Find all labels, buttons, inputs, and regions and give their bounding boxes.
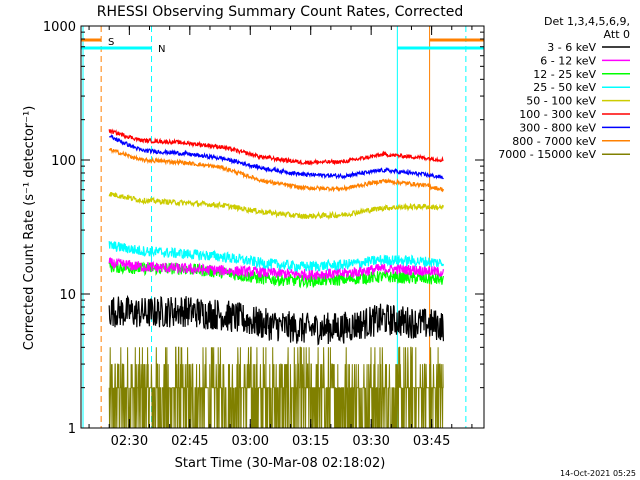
series-line-300-800-kev (109, 134, 444, 181)
legend-label-6-12-kev: 6 - 12 keV (540, 54, 596, 67)
series-line-3-6-kev (108, 294, 444, 346)
series-line-50-100-kev (108, 192, 444, 221)
legend-label-25-50-kev: 25 - 50 keV (533, 81, 596, 94)
attenuator-markers (81, 26, 484, 428)
series-layer (108, 128, 444, 428)
legend-header-line-1: Det 1,3,4,5,6,9, (544, 15, 630, 28)
y-tick-label: 1 (68, 422, 76, 437)
legend-header-line-2: Att 0 (604, 28, 630, 41)
legend-label-12-25-kev: 12 - 25 keV (533, 68, 596, 81)
x-tick-label: 03:30 (352, 434, 389, 449)
chart-title: RHESSI Observing Summary Count Rates, Co… (97, 4, 463, 20)
legend-label-7000-15000-kev: 7000 - 15000 keV (498, 148, 596, 161)
series-line-800-7000-kev (108, 147, 444, 193)
x-tick-label: 02:45 (171, 434, 208, 449)
legend-label-100-300-kev: 100 - 300 keV (519, 108, 596, 121)
y-axis-title: Corrected Count Rate (s⁻¹ detector⁻¹) (22, 106, 37, 351)
x-tick-label: 03:45 (413, 434, 450, 449)
legend-label-800-7000-kev: 800 - 7000 keV (512, 135, 596, 148)
series-line-25-50-kev (108, 241, 444, 274)
x-tick-label: 03:00 (232, 434, 269, 449)
y-tick-label: 100 (51, 154, 76, 169)
legend-label-50-100-kev: 50 - 100 keV (526, 95, 596, 108)
legend-label-3-6-kev: 3 - 6 keV (547, 41, 596, 54)
y-tick-label: 10 (59, 288, 76, 303)
x-axis-title: Start Time (30-Mar-08 02:18:02) (175, 456, 386, 471)
y-tick-label: 1000 (43, 20, 76, 35)
plot-frame (80, 25, 485, 429)
annotation-s: S (108, 37, 114, 48)
legend-label-300-800-kev: 300 - 800 keV (519, 121, 596, 134)
x-tick-label: 03:15 (292, 434, 329, 449)
series-line-100-300-kev (108, 128, 444, 166)
series-line-6-12-kev (108, 257, 444, 282)
annotation-n: N (158, 44, 165, 55)
footer-date: 14-Oct-2021 05:25 (560, 469, 636, 478)
x-axis: 02:30 02:45 03:00 03:15 03:30 03:45 (88, 26, 473, 449)
y-axis: 1 10 100 1000 (43, 20, 484, 437)
series-line-7000-15000-kev (108, 346, 444, 428)
x-tick-label: 02:30 (111, 434, 148, 449)
